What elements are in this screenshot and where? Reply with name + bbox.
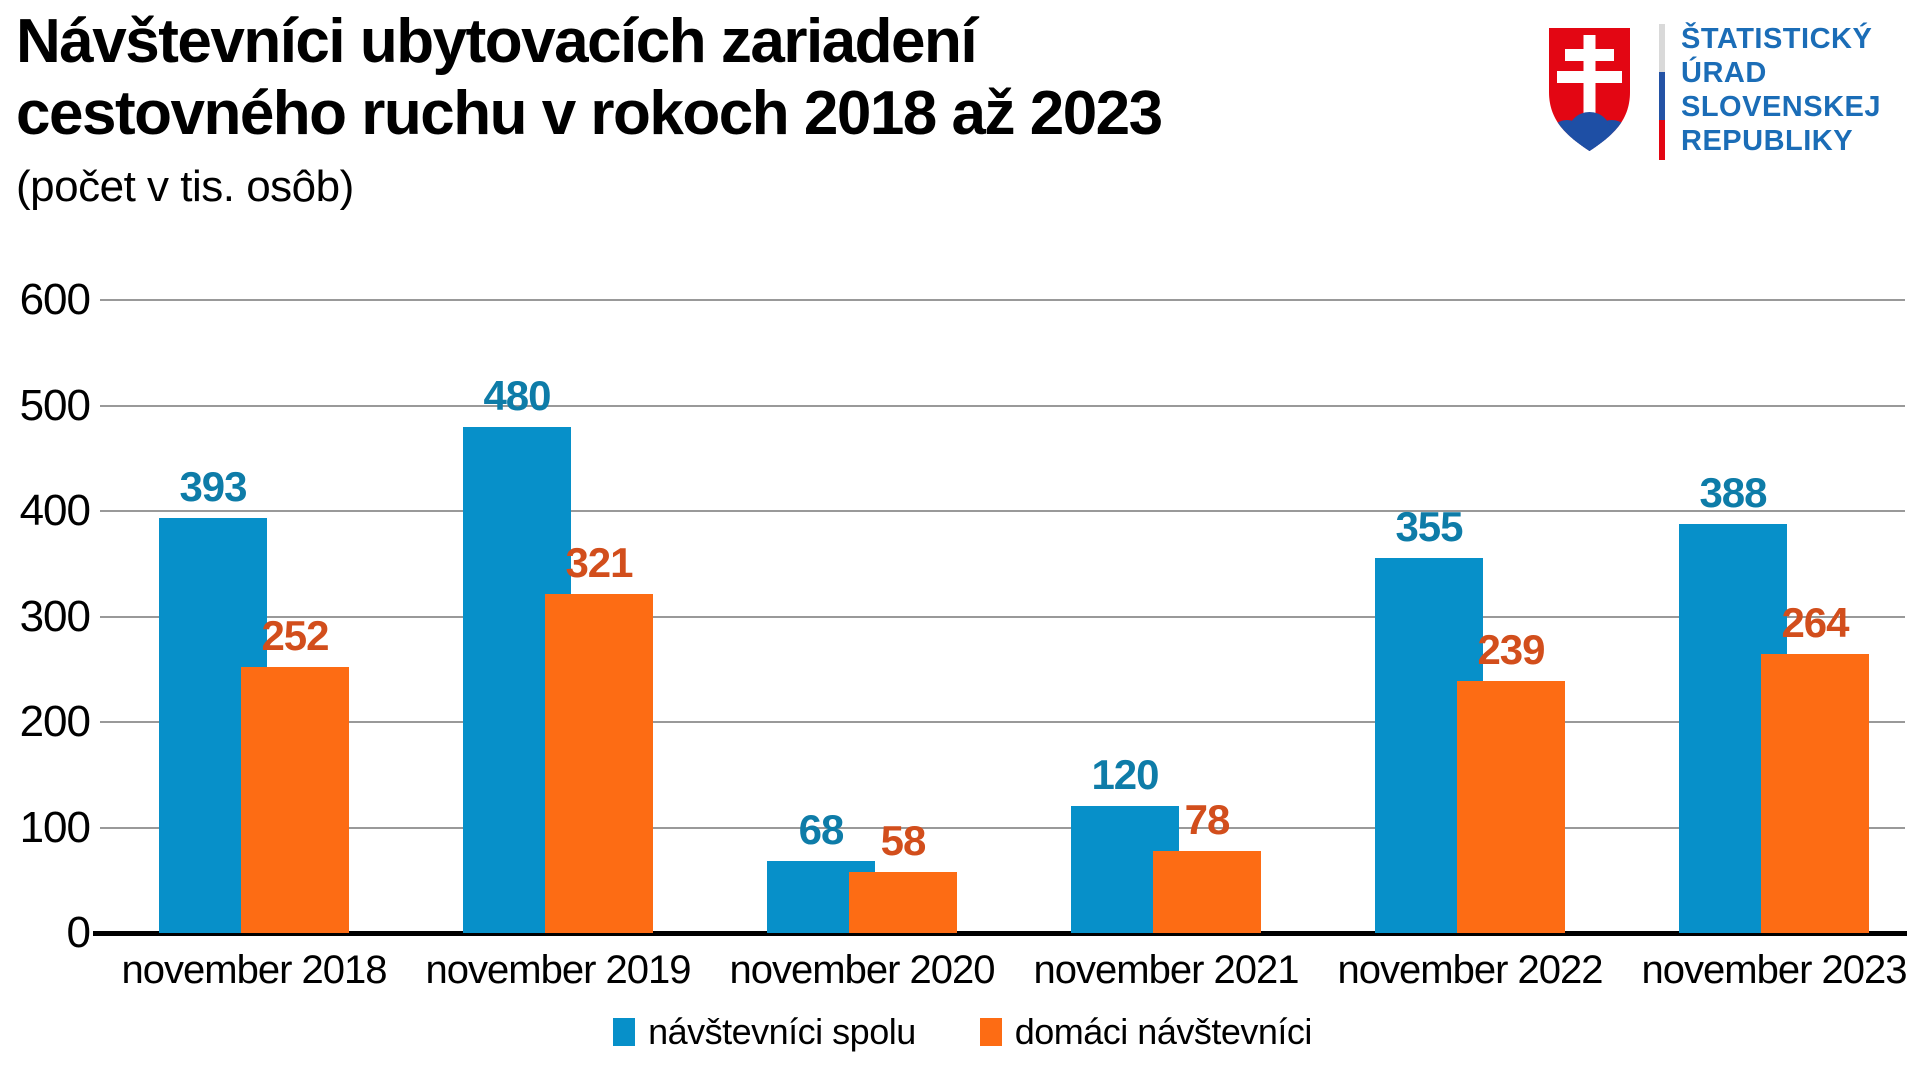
bar-value-label: 264 [1781,599,1849,647]
legend: návštevníci spolu domáci návštevníci [0,1012,1925,1052]
gridline [100,299,1905,301]
page-title-line1: Návštevníci ubytovacích zariadení [16,7,978,76]
x-axis-category-label: november 2023 [1641,948,1908,992]
page-title-line2: cestovného ruchu v rokoch 2018 až 2023 [16,79,1163,148]
y-axis-tick-label: 200 [19,697,91,746]
bar-value-label: 480 [483,371,551,419]
y-axis-tick-label: 600 [19,275,91,324]
x-axis-category-label: november 2022 [1337,948,1604,992]
y-axis-tick-label: 100 [19,802,91,852]
logo-org-line: REPUBLIKY [1681,125,1854,157]
bar-value-label: 252 [261,612,329,660]
legend-swatch-icon [613,1018,636,1046]
gridline [100,826,1905,829]
bar-value-label: 239 [1477,625,1545,673]
logo-divider [1659,24,1665,160]
x-axis-category-label: november 2018 [121,948,388,992]
x-axis-category-label: november 2020 [729,948,996,992]
legend-swatch-icon [979,1018,1002,1046]
logo-divider-bottom [1659,120,1665,160]
bar-domestic-november-2020 [849,871,957,933]
bar-value-label: 120 [1091,751,1159,799]
gridline [100,615,1905,618]
bar-value-label: 393 [179,463,247,511]
bar-group-november-2023: 388 264 [1679,300,1869,933]
legend-item-domestic: domáci návštevníci [979,1011,1313,1052]
bar-domestic-november-2019 [545,594,653,933]
bar-group-november-2022: 355 239 [1375,300,1565,933]
legend-label: návštevníci spolu [648,1011,916,1052]
y-axis-tick-label: 300 [19,591,91,641]
page-subtitle: (počet v tis. osôb) [16,162,354,211]
logo-org-name: ŠTATISTICKÝ ÚRAD SLOVENSKEJ REPUBLIKY [1681,22,1881,158]
logo-org-line: ÚRAD [1681,57,1767,89]
header: Návštevníci ubytovacích zariadení cestovn… [16,6,1516,212]
bar-value-label: 68 [798,806,845,854]
bar-domestic-november-2021 [1153,850,1261,933]
y-axis-tick-label: 400 [19,486,91,535]
double-cross-shape [1557,35,1622,117]
x-axis-category-label: november 2019 [425,948,692,992]
bar-value-label: 78 [1184,795,1231,843]
logo-org-line: ŠTATISTICKÝ [1681,23,1873,55]
page-title: Návštevníci ubytovacích zariadení cestovn… [16,6,1516,150]
x-axis-category-label: november 2021 [1033,948,1300,992]
susr-logo: ŠTATISTICKÝ ÚRAD SLOVENSKEJ REPUBLIKY [1543,22,1925,162]
gridline [100,404,1905,407]
bar-value-label: 58 [880,816,927,864]
logo-divider-middle [1659,72,1665,120]
gridline [100,721,1905,723]
bar-group-november-2020: 68 58 [767,300,957,933]
bar-domestic-november-2022 [1457,680,1565,933]
bar-group-november-2018: 393 252 [159,300,349,933]
gridline [100,510,1905,512]
x-axis-line [93,931,1907,936]
bar-domestic-november-2018 [241,667,349,933]
legend-label: domáci návštevníci [1014,1011,1313,1052]
plot-area: 393 252 480 321 68 58 120 78 355 239 388 264 [100,299,1905,933]
bar-value-label: 388 [1699,468,1767,516]
legend-item-total: návštevníci spolu [613,1012,916,1052]
slovak-coat-of-arms-icon [1549,28,1630,151]
logo-org-line: SLOVENSKEJ [1681,91,1881,123]
y-axis-tick-label: 0 [66,908,91,957]
y-axis-tick-label: 500 [19,380,91,430]
bar-value-label: 321 [565,539,633,587]
bar-value-label: 355 [1395,503,1463,551]
bar-group-november-2019: 480 321 [463,300,653,933]
logo-divider-top [1659,24,1665,72]
bar-group-november-2021: 120 78 [1071,300,1261,933]
bar-domestic-november-2023 [1761,654,1869,933]
